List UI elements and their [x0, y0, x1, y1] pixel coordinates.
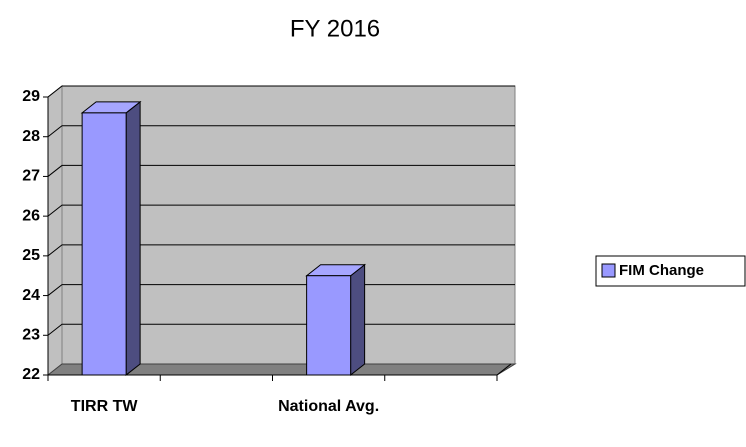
- legend-box: [595, 255, 746, 287]
- chart-title: FY 2016: [290, 15, 380, 42]
- grid-line: [47, 125, 515, 138]
- y-tick-label: 25: [22, 247, 40, 264]
- grid-line: [47, 204, 515, 217]
- bar: [306, 275, 352, 376]
- legend-label: FIM Change: [619, 262, 704, 279]
- y-tick-label: 27: [22, 168, 40, 185]
- legend-swatch: [601, 263, 616, 278]
- y-tick-label: 26: [22, 207, 40, 224]
- grid-line: [47, 244, 515, 257]
- y-tick-label: 28: [22, 128, 40, 145]
- y-tick-label: 22: [22, 366, 40, 383]
- y-tick-label: 24: [22, 287, 40, 304]
- grid-line: [47, 85, 515, 98]
- y-tick-label: 23: [22, 327, 40, 344]
- y-tick-label: 29: [22, 88, 40, 105]
- side-wall: [47, 84, 63, 377]
- bar: [81, 112, 127, 376]
- x-tick-label: National Avg.: [278, 398, 380, 415]
- bar-side: [350, 263, 366, 377]
- grid-line: [47, 164, 515, 177]
- bar-side: [125, 100, 141, 377]
- x-tick-label: TIRR TW: [70, 398, 138, 415]
